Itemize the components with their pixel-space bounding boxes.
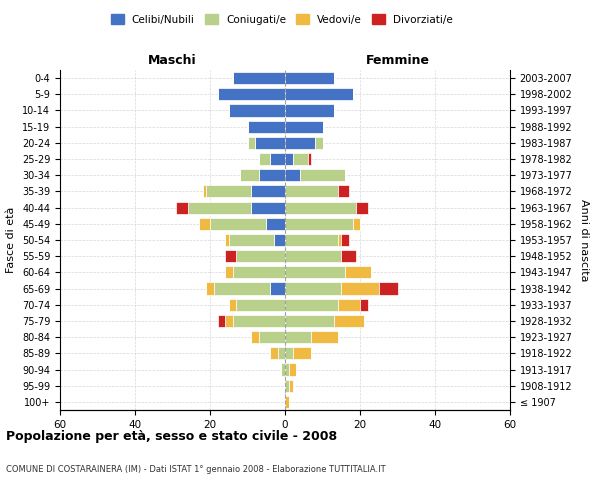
Bar — [285, 364, 289, 376]
Bar — [300, 169, 345, 181]
Bar — [337, 298, 360, 311]
Bar — [341, 234, 349, 246]
Text: COMUNE DI COSTARAINERA (IM) - Dati ISTAT 1° gennaio 2008 - Elaborazione TUTTITAL: COMUNE DI COSTARAINERA (IM) - Dati ISTAT… — [6, 465, 386, 474]
Bar — [229, 234, 274, 246]
Bar — [240, 169, 259, 181]
Bar — [229, 298, 236, 311]
Bar — [353, 218, 360, 230]
Text: Femmine: Femmine — [365, 54, 430, 68]
Bar — [285, 266, 345, 278]
Bar — [218, 315, 225, 327]
Bar — [187, 202, 251, 213]
Bar — [311, 331, 337, 343]
Bar — [203, 186, 206, 198]
Bar — [251, 202, 285, 213]
Bar — [308, 153, 311, 165]
Bar — [259, 169, 285, 181]
Bar — [266, 218, 285, 230]
Bar — [277, 348, 285, 360]
Bar — [210, 218, 266, 230]
Bar — [285, 315, 334, 327]
Legend: Celibi/Nubili, Coniugati/e, Vedovi/e, Divorziati/e: Celibi/Nubili, Coniugati/e, Vedovi/e, Di… — [107, 10, 457, 29]
Bar — [285, 88, 353, 101]
Bar — [206, 282, 214, 294]
Bar — [251, 331, 259, 343]
Bar — [270, 153, 285, 165]
Bar — [233, 72, 285, 84]
Bar — [270, 348, 277, 360]
Bar — [251, 186, 285, 198]
Bar — [337, 186, 349, 198]
Text: Maschi: Maschi — [148, 54, 197, 68]
Bar — [285, 202, 356, 213]
Bar — [206, 186, 251, 198]
Bar — [285, 282, 341, 294]
Bar — [176, 202, 187, 213]
Bar — [285, 250, 341, 262]
Bar — [259, 331, 285, 343]
Bar — [293, 153, 308, 165]
Text: Popolazione per età, sesso e stato civile - 2008: Popolazione per età, sesso e stato civil… — [6, 430, 337, 443]
Bar — [285, 169, 300, 181]
Bar — [274, 234, 285, 246]
Bar — [285, 153, 293, 165]
Bar — [248, 137, 255, 149]
Bar — [285, 120, 323, 132]
Bar — [218, 88, 285, 101]
Bar — [225, 315, 233, 327]
Bar — [199, 218, 210, 230]
Bar — [293, 348, 311, 360]
Bar — [236, 298, 285, 311]
Bar — [289, 364, 296, 376]
Bar — [285, 137, 315, 149]
Bar — [341, 250, 356, 262]
Bar — [285, 396, 289, 408]
Bar — [341, 282, 379, 294]
Bar — [289, 380, 293, 392]
Bar — [285, 186, 337, 198]
Bar — [285, 72, 334, 84]
Bar — [285, 234, 337, 246]
Bar — [259, 153, 270, 165]
Bar — [225, 250, 236, 262]
Bar — [356, 202, 367, 213]
Bar — [334, 315, 364, 327]
Bar — [225, 266, 233, 278]
Bar — [229, 104, 285, 117]
Bar — [248, 120, 285, 132]
Bar — [236, 250, 285, 262]
Bar — [285, 298, 337, 311]
Bar — [285, 104, 334, 117]
Bar — [285, 218, 353, 230]
Y-axis label: Anni di nascita: Anni di nascita — [579, 198, 589, 281]
Bar — [214, 282, 270, 294]
Bar — [337, 234, 341, 246]
Bar — [285, 348, 293, 360]
Bar — [225, 234, 229, 246]
Bar — [233, 315, 285, 327]
Bar — [379, 282, 398, 294]
Bar — [285, 331, 311, 343]
Bar — [281, 364, 285, 376]
Bar — [360, 298, 367, 311]
Y-axis label: Fasce di età: Fasce di età — [7, 207, 16, 273]
Bar — [270, 282, 285, 294]
Bar — [255, 137, 285, 149]
Bar — [233, 266, 285, 278]
Bar — [315, 137, 323, 149]
Bar — [285, 380, 289, 392]
Bar — [345, 266, 371, 278]
